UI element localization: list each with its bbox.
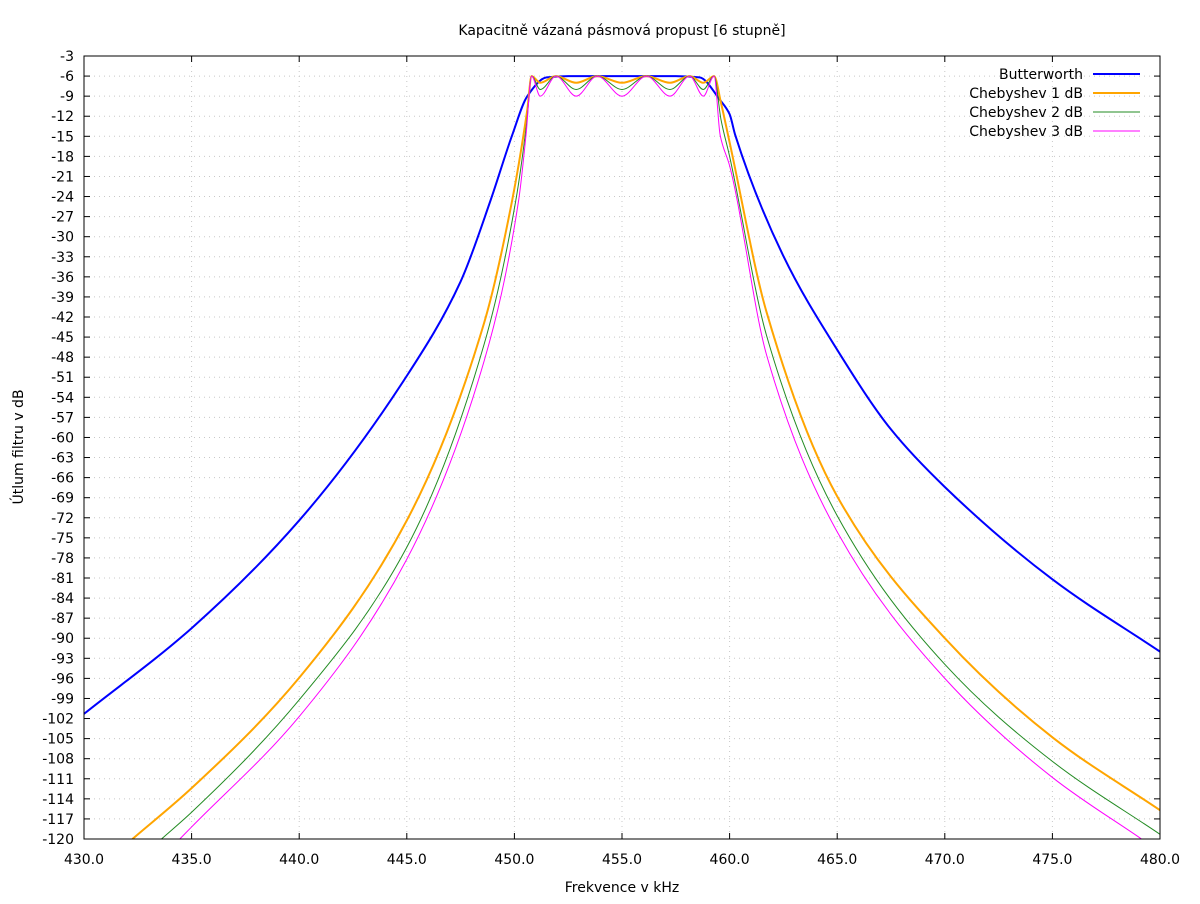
y-tick-label: -15 [51, 129, 74, 145]
y-tick-label: -117 [42, 812, 74, 828]
y-tick-label: -72 [51, 511, 74, 527]
y-tick-label: -57 [51, 410, 74, 426]
y-tick-label: -33 [51, 250, 74, 266]
y-tick-label: -87 [51, 611, 74, 627]
y-tick-label: -105 [42, 732, 74, 748]
x-tick-label: 470.0 [925, 852, 965, 868]
y-tick-label: -84 [51, 591, 74, 607]
series-line-chebyshev-2-db [161, 75, 1160, 839]
x-axis-label: Frekvence v kHz [565, 880, 679, 896]
y-tick-label: -75 [51, 531, 74, 547]
y-tick-label: -90 [51, 631, 74, 647]
y-tick-label: -36 [51, 270, 74, 286]
x-tick-label: 455.0 [602, 852, 642, 868]
y-tick-label: -81 [51, 571, 74, 587]
y-tick-label: -114 [42, 792, 74, 808]
y-tick-label: -108 [42, 752, 74, 768]
x-tick-label: 465.0 [817, 852, 857, 868]
y-tick-label: -12 [51, 109, 74, 125]
y-tick-label: -93 [51, 651, 74, 667]
y-tick-label: -6 [60, 69, 74, 85]
y-tick-label: -30 [51, 230, 74, 246]
series-line-chebyshev-3-db [179, 75, 1142, 839]
y-tick-label: -69 [51, 491, 74, 507]
x-tick-label: 460.0 [710, 852, 750, 868]
y-tick-label: -120 [42, 832, 74, 848]
y-tick-label: -102 [42, 712, 74, 728]
y-tick-label: -18 [51, 149, 74, 165]
series-line-butterworth [84, 75, 1160, 715]
series-lines [84, 75, 1160, 839]
y-tick-label: -21 [51, 169, 74, 185]
y-tick-label: -99 [51, 691, 74, 707]
y-tick-label: -9 [60, 89, 74, 105]
y-tick-label: -51 [51, 370, 74, 386]
legend-label-chebyshev-2-db: Chebyshev 2 dB [969, 105, 1083, 121]
y-tick-label: -66 [51, 471, 74, 487]
y-axis-label: Útlum filtru v dB [9, 389, 27, 504]
y-tick-label: -60 [51, 430, 74, 446]
y-tick-label: -27 [51, 210, 74, 226]
legend-label-chebyshev-1-db: Chebyshev 1 dB [969, 86, 1083, 102]
x-tick-label: 440.0 [279, 852, 319, 868]
axis-ticks: 430.0 435.0 440.0 445.0 450.0 455.0 460.0 465.0… [42, 49, 1180, 868]
x-tick-label: 430.0 [64, 852, 104, 868]
y-tick-label: -78 [51, 551, 74, 567]
y-tick-label: -45 [51, 330, 74, 346]
y-tick-label: -42 [51, 310, 74, 326]
y-tick-label: -48 [51, 350, 74, 366]
y-tick-label: -96 [51, 671, 74, 687]
legend: Butterworth Chebyshev 1 dB Chebyshev 2 dB C… [969, 67, 1140, 140]
legend-label-butterworth: Butterworth [999, 67, 1083, 83]
plot-border [83, 55, 1161, 840]
x-tick-label: 435.0 [172, 852, 212, 868]
grid [84, 56, 1160, 839]
x-tick-label: 480.0 [1140, 852, 1180, 868]
y-tick-label: -54 [51, 390, 74, 406]
y-tick-label: -111 [42, 772, 74, 788]
y-tick-label: -24 [51, 190, 74, 206]
x-tick-label: 445.0 [387, 852, 427, 868]
chart-title: Kapacitně vázaná pásmová propust [6 stup… [458, 23, 785, 39]
x-tick-label: 450.0 [494, 852, 534, 868]
y-tick-label: -3 [60, 49, 74, 65]
legend-label-chebyshev-3-db: Chebyshev 3 dB [969, 124, 1083, 140]
y-tick-label: -63 [51, 451, 74, 467]
series-line-chebyshev-1-db [131, 75, 1160, 839]
y-tick-label: -39 [51, 290, 74, 306]
x-tick-label: 475.0 [1032, 852, 1072, 868]
